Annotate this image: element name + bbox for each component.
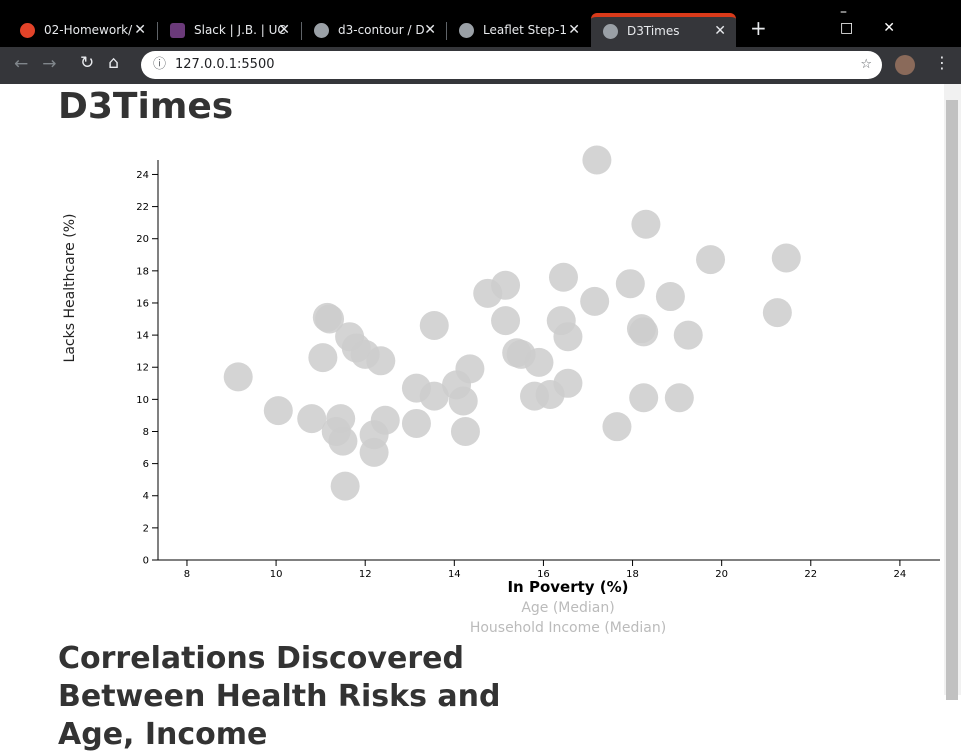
point (328, 426, 358, 456)
point (762, 298, 792, 328)
point (419, 381, 449, 411)
x-axis-option[interactable]: Household Income (Median) (470, 620, 666, 636)
tab[interactable]: Leaflet Step-1 ✕ (447, 14, 590, 47)
tab-title: Slack | J.B. | UC (194, 23, 286, 37)
y-tick-label: 24 (136, 170, 149, 181)
menu[interactable]: ⋮ (934, 53, 950, 72)
x-tick-label: 10 (270, 569, 283, 580)
point (308, 343, 338, 373)
point (448, 386, 478, 416)
point (655, 282, 685, 312)
y-tick-label: 14 (136, 331, 149, 342)
point (615, 269, 645, 299)
tab-title: D3Times (627, 24, 680, 38)
point (473, 278, 503, 308)
x-tick-label: 16 (537, 569, 550, 580)
y-tick-label: 8 (143, 427, 149, 438)
point (629, 317, 659, 347)
point (553, 322, 583, 352)
tab-bar: 02-Homework/✕ Slack | J.B. | UC ✕ d3-cont… (0, 0, 961, 47)
url: 127.0.0.1:5500 (175, 57, 275, 72)
point (366, 346, 396, 376)
x-axis-label[interactable]: In Poverty (%) (507, 578, 628, 596)
x-tick-label: 8 (184, 569, 190, 580)
x-tick-label: 14 (448, 569, 461, 580)
y-tick-label: 22 (136, 202, 149, 213)
y-tick-label: 18 (136, 266, 149, 277)
tab-title: 02-Homework/ (44, 23, 133, 37)
x-tick-label: 18 (626, 569, 639, 580)
point (673, 320, 703, 350)
point (629, 383, 659, 413)
point (297, 404, 327, 434)
y-tick-label: 10 (136, 395, 149, 406)
new-tab[interactable]: + (750, 16, 767, 40)
point (664, 383, 694, 413)
point (631, 209, 661, 239)
section-heading: Correlations Discovered Between Health R… (58, 641, 501, 752)
x-tick-label: 20 (715, 569, 728, 580)
point (315, 304, 345, 334)
tab-title: Leaflet Step-1 (483, 23, 567, 37)
y-tick-label: 20 (136, 234, 149, 245)
point (535, 380, 565, 410)
point (602, 412, 632, 442)
x-tick-label: 12 (359, 569, 372, 580)
point (580, 286, 610, 316)
chart: Lacks Healthcare (%) In Poverty (%) Age … (62, 145, 940, 636)
x-tick-label: 22 (804, 569, 817, 580)
tab[interactable]: Slack | J.B. | UC ✕ (158, 14, 300, 47)
page-title: D3Times (58, 86, 234, 127)
y-tick-label: 2 (143, 523, 149, 534)
point (359, 437, 389, 467)
tab-active[interactable]: D3Times ✕ (591, 13, 736, 47)
point (401, 408, 431, 438)
scrollbar[interactable] (944, 84, 961, 700)
x-axis-option[interactable]: Age (Median) (521, 600, 614, 616)
profile[interactable] (895, 55, 915, 75)
point (548, 262, 578, 292)
point (330, 471, 360, 501)
point (450, 416, 480, 446)
point (524, 347, 554, 377)
tab[interactable]: 02-Homework/✕ (8, 14, 156, 47)
y-tick-label: 12 (136, 363, 149, 374)
nav-buttons[interactable]: ←→ (14, 54, 71, 74)
y-axis-label: Lacks Healthcare (%) (62, 214, 78, 363)
y-tick-label: 6 (143, 459, 149, 470)
tab[interactable]: d3-contour / D ✕ (302, 14, 446, 47)
point (491, 306, 521, 336)
point (419, 310, 449, 340)
point (223, 362, 253, 392)
y-tick-label: 0 (143, 556, 149, 567)
point (771, 243, 801, 273)
x-tick-label: 24 (894, 569, 907, 580)
y-tick-label: 4 (143, 491, 149, 502)
nav-buttons[interactable]: ↻⌂ (80, 53, 134, 73)
omnibox[interactable]: ⓘ 127.0.0.1:5500 ☆ (141, 51, 882, 79)
y-tick-label: 16 (136, 298, 149, 309)
address-row: ←→ ↻⌂ ⓘ 127.0.0.1:5500 ☆ ⋮ (0, 47, 961, 84)
point (582, 145, 612, 175)
tab-title: d3-contour / D (338, 23, 425, 37)
point (263, 396, 293, 426)
window-controls[interactable]: –□✕ (840, 4, 925, 36)
point (696, 245, 726, 275)
